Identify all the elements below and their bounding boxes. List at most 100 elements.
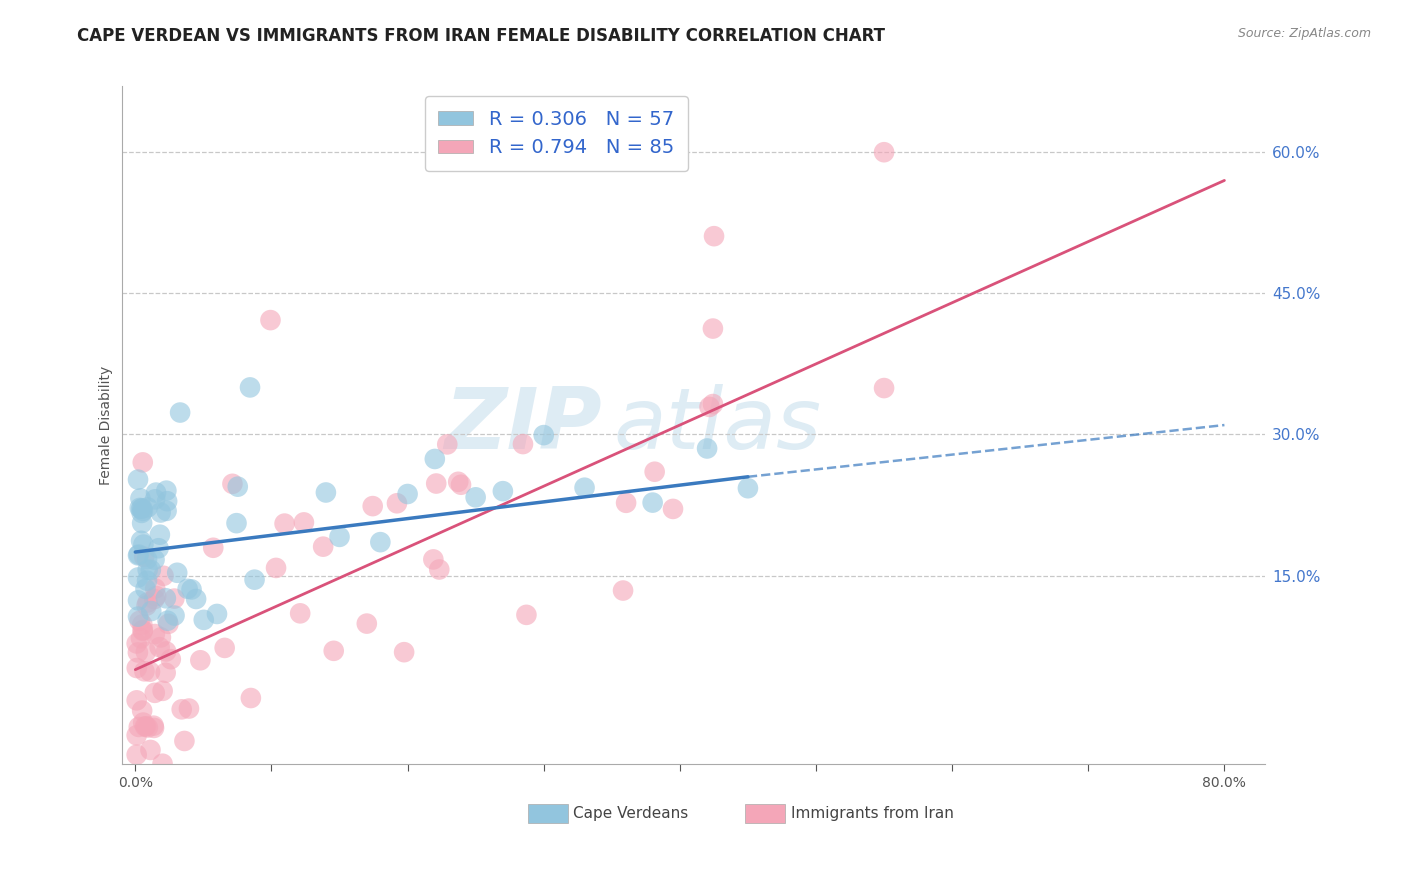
Point bbox=[612, 583, 634, 598]
Point bbox=[152, 568, 174, 582]
Point bbox=[143, 592, 166, 607]
Point bbox=[143, 492, 166, 507]
Point bbox=[145, 485, 167, 500]
Point bbox=[128, 720, 150, 734]
Point bbox=[127, 570, 149, 584]
Point bbox=[427, 562, 450, 576]
Point bbox=[699, 400, 721, 414]
Point bbox=[136, 563, 159, 577]
Point bbox=[139, 665, 162, 679]
Point bbox=[129, 491, 152, 506]
Point bbox=[492, 484, 515, 499]
Text: Cape Verdeans: Cape Verdeans bbox=[574, 805, 689, 821]
Point bbox=[702, 397, 724, 411]
Point bbox=[143, 582, 166, 596]
Point bbox=[152, 756, 174, 771]
Point bbox=[264, 561, 287, 575]
Point bbox=[132, 537, 155, 551]
Point bbox=[641, 495, 664, 509]
Point bbox=[176, 582, 198, 596]
Point bbox=[127, 593, 149, 607]
Point bbox=[464, 491, 486, 505]
Point bbox=[243, 573, 266, 587]
Point bbox=[125, 747, 148, 762]
Point bbox=[135, 599, 157, 613]
Point bbox=[132, 504, 155, 518]
Point bbox=[149, 527, 172, 541]
Point bbox=[155, 591, 177, 606]
Point bbox=[205, 607, 228, 621]
Point bbox=[129, 533, 152, 548]
Point bbox=[315, 485, 337, 500]
Point bbox=[177, 701, 200, 715]
Point bbox=[136, 574, 159, 588]
Point bbox=[385, 496, 408, 510]
Point bbox=[145, 589, 167, 603]
Point bbox=[143, 552, 166, 566]
Point bbox=[202, 541, 225, 555]
Point bbox=[392, 645, 415, 659]
Point bbox=[422, 552, 444, 566]
Point bbox=[129, 501, 152, 516]
Point bbox=[259, 313, 281, 327]
Point bbox=[134, 719, 156, 733]
Point bbox=[136, 595, 159, 609]
Point bbox=[290, 607, 312, 621]
Point bbox=[703, 229, 725, 244]
Point bbox=[156, 614, 179, 628]
Point bbox=[166, 566, 188, 580]
Point bbox=[134, 549, 156, 564]
Point bbox=[128, 500, 150, 515]
Point bbox=[328, 530, 350, 544]
Point bbox=[361, 499, 384, 513]
Point bbox=[425, 476, 447, 491]
Point bbox=[533, 428, 555, 442]
Point bbox=[737, 481, 759, 495]
Point bbox=[149, 631, 172, 645]
Point bbox=[128, 614, 150, 628]
Point bbox=[273, 516, 295, 531]
Point bbox=[131, 516, 153, 530]
Point bbox=[131, 624, 153, 638]
Point bbox=[155, 504, 177, 518]
Point bbox=[239, 691, 262, 706]
Point bbox=[142, 719, 165, 733]
Point bbox=[152, 683, 174, 698]
Point bbox=[127, 473, 149, 487]
Text: CAPE VERDEAN VS IMMIGRANTS FROM IRAN FEMALE DISABILITY CORRELATION CHART: CAPE VERDEAN VS IMMIGRANTS FROM IRAN FEM… bbox=[77, 27, 886, 45]
Point bbox=[156, 494, 179, 508]
Text: atlas: atlas bbox=[613, 384, 821, 467]
Point bbox=[173, 734, 195, 748]
Point bbox=[159, 652, 181, 666]
Point bbox=[226, 480, 249, 494]
Bar bbox=[527, 804, 568, 822]
Point bbox=[322, 644, 344, 658]
Point bbox=[135, 719, 157, 733]
Point bbox=[129, 632, 152, 646]
Point bbox=[447, 475, 470, 489]
Point bbox=[136, 552, 159, 566]
Point bbox=[143, 721, 166, 735]
Point bbox=[423, 452, 446, 467]
Point bbox=[644, 465, 666, 479]
Point bbox=[614, 496, 637, 510]
Point bbox=[214, 640, 236, 655]
Point bbox=[127, 549, 149, 563]
Point bbox=[450, 477, 472, 491]
Point bbox=[157, 616, 180, 631]
Point bbox=[155, 483, 177, 498]
Point bbox=[356, 616, 378, 631]
Point bbox=[312, 540, 335, 554]
Point bbox=[221, 476, 243, 491]
Point bbox=[132, 455, 155, 469]
Point bbox=[702, 321, 724, 335]
Point bbox=[370, 535, 392, 549]
Text: ZIP: ZIP bbox=[444, 384, 602, 467]
Point bbox=[873, 381, 896, 395]
Point bbox=[136, 500, 159, 515]
Text: Immigrants from Iran: Immigrants from Iran bbox=[790, 805, 953, 821]
Point bbox=[131, 501, 153, 516]
Point bbox=[662, 502, 685, 516]
Bar bbox=[745, 804, 785, 822]
Point bbox=[132, 623, 155, 637]
